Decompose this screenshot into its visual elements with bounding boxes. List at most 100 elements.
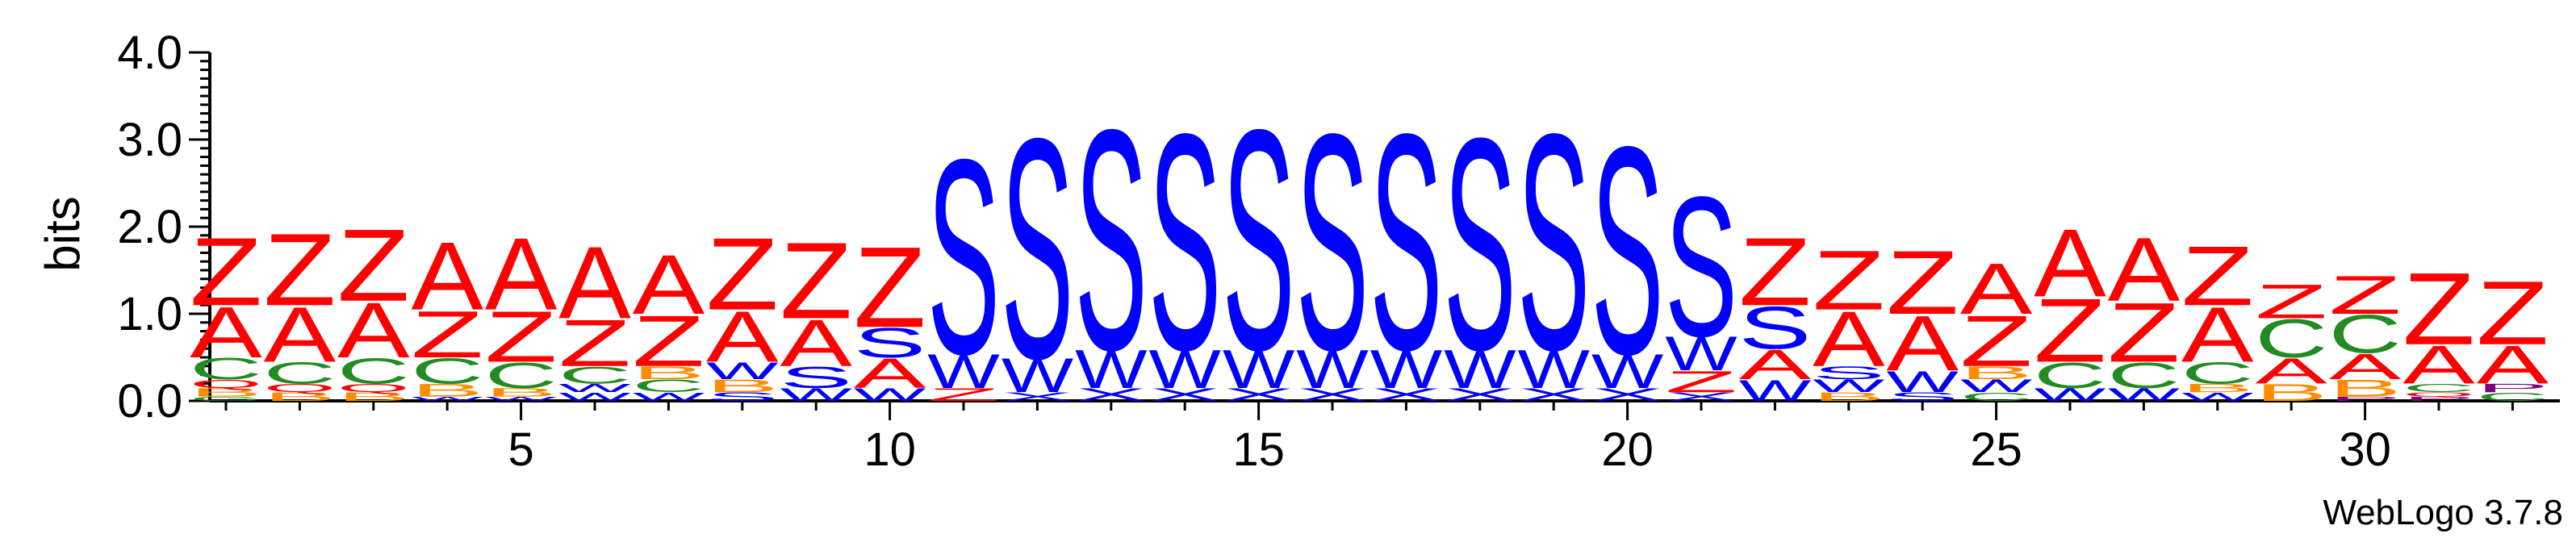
logo-letter-c: C (263, 357, 336, 390)
x-tick-label: 25 (1970, 423, 2022, 476)
logo-letter-z: Z (1813, 233, 1885, 327)
logo-letter-a: A (2181, 290, 2254, 378)
logo-letter-z: Z (2329, 265, 2402, 325)
logo-letter-x: X (1444, 385, 1516, 405)
logo-letter-c: C (2034, 355, 2106, 395)
logo-letter-z: Z (2255, 274, 2327, 328)
logo-letter-b: B (2329, 375, 2402, 402)
logo-letter-w: W (485, 395, 558, 402)
logo-letter-c: C (337, 351, 410, 391)
logo-letter-s: S (1075, 64, 1148, 415)
logo-letter-b: B (632, 363, 705, 383)
logo-letter-a: A (854, 349, 926, 397)
logo-letter-z: Z (263, 212, 336, 327)
logo-letter-a: A (1960, 249, 2033, 330)
logo-letter-s: S (854, 319, 926, 366)
logo-letter-w: W (1886, 365, 1958, 399)
logo-letter-z: Z (1665, 365, 1738, 398)
logo-letter-s: S (1296, 69, 1369, 414)
logo-letter-w: W (1444, 340, 1516, 400)
logo-letter-w: W (1591, 344, 1664, 398)
logo-letter-c: C (1960, 390, 2033, 403)
logo-letter-c: C (2329, 304, 2402, 365)
logo-letter-w: W (780, 385, 851, 405)
logo-letter-c: C (2402, 382, 2475, 395)
logo-letter-z: Z (2034, 279, 2106, 381)
logo-letter-s: S (706, 390, 779, 404)
logo-letter-a: A (190, 293, 262, 373)
logo-letter-w: W (1665, 327, 1738, 381)
logo-letter-c: C (190, 352, 262, 386)
logo-letter-a: A (1813, 295, 1885, 383)
logo-letter-w: W (1813, 376, 1884, 396)
logo-letter-w: W (558, 382, 630, 395)
logo-letter-w: W (411, 395, 483, 402)
logo-letter-x: X (1296, 385, 1369, 405)
logo-letter-a: A (2034, 209, 2106, 317)
logo-letter-a: A (706, 297, 779, 377)
logo-letter-z: Z (337, 208, 410, 323)
logo-letter-a: A (558, 225, 631, 340)
logo-letter-w: W (706, 357, 779, 385)
logo-letter-a: A (2108, 219, 2181, 320)
y-axis-label: bits (36, 196, 90, 271)
logo-letter-w: W (1002, 348, 1074, 402)
logo-letter-s: S (1148, 69, 1221, 414)
logo-letter-q: Q (2402, 391, 2475, 398)
logo-letter-z: Z (632, 301, 705, 382)
logo-letter-w: W (1517, 340, 1590, 400)
logo-letter-s: S (1370, 69, 1442, 414)
logo-letter-b: B (337, 390, 410, 404)
logo-letter-x: X (1075, 385, 1148, 405)
logo-letter-b: B (485, 386, 558, 399)
logo-letter-x: X (1665, 390, 1738, 404)
logo-letter-z: Z (2181, 229, 2254, 323)
logo-letter-c: C (2476, 390, 2549, 403)
x-tick-label: 10 (864, 423, 916, 476)
axes: 0.0 1.0 2.0 3.0 4.0 5 10 15 20 25 30 (117, 27, 2560, 476)
logo-letter-x: X (1370, 385, 1442, 405)
logo-letter-w: W (1296, 340, 1369, 400)
logo-letter-z: Z (706, 217, 779, 332)
logo-letter-w: W (1148, 340, 1221, 400)
logo-letter-z: Z (2402, 252, 2475, 367)
logo-letter-w: W (1739, 374, 1811, 408)
logo-letter-q: Q (337, 382, 410, 395)
logo-letter-a: A (2329, 347, 2402, 387)
logo-letter-s: S (1738, 294, 1811, 362)
logo-letter-s: S (1001, 73, 1073, 424)
logo-letter-c: C (558, 362, 631, 389)
logo-letter-a: A (780, 306, 852, 381)
x-tick-label: 30 (2339, 423, 2391, 476)
logo-letter-c: C (2255, 308, 2327, 369)
logo-letter-c: C (2107, 355, 2180, 395)
logo-letter-w: W (558, 390, 630, 404)
logo-letter-a: A (411, 222, 483, 330)
logo-letter-b: B (1813, 390, 1885, 404)
logo-letter-w: W (854, 385, 926, 405)
logo-letter-w: W (2034, 385, 2106, 405)
logo-letter-b: B (1960, 363, 2033, 383)
logo-letter-w: W (1960, 376, 2032, 396)
logo-letter-z: Z (1886, 231, 1959, 333)
logo-letter-a: A (485, 216, 558, 332)
logo-letter-g: G (190, 395, 262, 402)
logo-letter-z: Z (190, 218, 262, 326)
logo-letter-s: S (927, 101, 1000, 412)
logo-letter-x: X (1517, 385, 1590, 405)
logo-letter-s: S (1886, 390, 1959, 404)
logo-letter-z: Z (1960, 301, 2033, 382)
logo-letter-s: S (1223, 64, 1295, 415)
logo-letter-s: S (1444, 75, 1516, 413)
logo-letter-x: X (1148, 385, 1221, 405)
logo-letter-b: B (2181, 382, 2254, 395)
logo-letter-b: B (411, 380, 483, 400)
logo-letter-w: W (2108, 385, 2180, 405)
logo-letter-b: B (263, 390, 336, 404)
logo-letter-x: X (1001, 390, 1073, 404)
logo-letter-s: S (1517, 69, 1590, 414)
logo-letter-b: B (2255, 379, 2327, 406)
logo-letter-a: A (1886, 299, 1959, 387)
logo-letter-z: Z (854, 223, 926, 351)
